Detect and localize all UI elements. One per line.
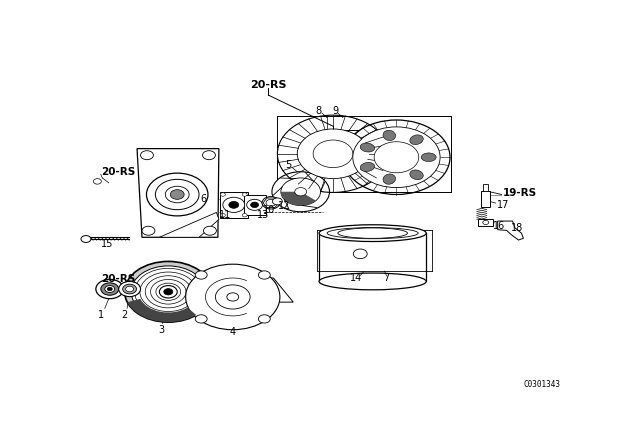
Circle shape (220, 193, 225, 196)
Circle shape (105, 285, 115, 293)
Circle shape (118, 281, 141, 297)
Text: 10: 10 (263, 205, 276, 215)
Text: 15: 15 (101, 239, 113, 249)
Text: 6: 6 (200, 194, 206, 204)
Circle shape (273, 198, 282, 205)
Ellipse shape (410, 170, 423, 180)
Polygon shape (263, 198, 279, 207)
Text: 12: 12 (278, 201, 291, 211)
Text: 5: 5 (285, 160, 291, 170)
Circle shape (165, 186, 189, 203)
Circle shape (142, 226, 155, 235)
Ellipse shape (421, 153, 436, 162)
Circle shape (216, 285, 250, 309)
Circle shape (101, 283, 118, 295)
Bar (478, 219, 493, 226)
Circle shape (186, 264, 280, 330)
Polygon shape (229, 278, 293, 302)
Circle shape (125, 262, 212, 322)
Circle shape (227, 293, 239, 301)
Ellipse shape (319, 225, 426, 241)
Ellipse shape (383, 174, 396, 184)
Text: 11: 11 (220, 210, 232, 220)
Circle shape (242, 214, 247, 217)
Text: 20-RS: 20-RS (101, 167, 135, 177)
Text: 18: 18 (511, 223, 523, 233)
Polygon shape (159, 212, 219, 237)
Circle shape (353, 127, 440, 188)
Circle shape (343, 120, 450, 194)
Circle shape (228, 202, 239, 208)
Text: 7: 7 (383, 273, 390, 283)
Circle shape (242, 193, 247, 196)
Ellipse shape (410, 135, 423, 145)
Wedge shape (127, 299, 196, 322)
Circle shape (297, 129, 369, 179)
Circle shape (259, 271, 270, 279)
Text: C0301343: C0301343 (524, 380, 561, 389)
Circle shape (131, 266, 205, 318)
Circle shape (204, 226, 216, 235)
Circle shape (123, 284, 136, 294)
Circle shape (159, 285, 177, 298)
Circle shape (266, 199, 276, 206)
Circle shape (374, 142, 419, 173)
Circle shape (272, 172, 330, 212)
Wedge shape (281, 192, 316, 206)
Text: 20-RS: 20-RS (101, 274, 135, 284)
Circle shape (147, 173, 208, 216)
Text: 20-RS: 20-RS (250, 80, 287, 90)
Bar (483, 185, 488, 191)
Circle shape (108, 287, 112, 291)
Circle shape (246, 199, 262, 211)
Text: 9: 9 (332, 106, 338, 116)
Ellipse shape (360, 143, 374, 152)
Circle shape (353, 249, 367, 258)
Circle shape (202, 151, 216, 159)
Bar (481, 191, 490, 207)
Circle shape (141, 151, 154, 159)
Polygon shape (137, 149, 219, 237)
Ellipse shape (360, 163, 374, 172)
Circle shape (164, 289, 173, 295)
Text: 13: 13 (257, 210, 269, 220)
Text: 4: 4 (230, 327, 236, 337)
Text: 8: 8 (315, 106, 321, 116)
Circle shape (93, 179, 101, 184)
Ellipse shape (383, 130, 396, 141)
Circle shape (125, 286, 134, 292)
Circle shape (313, 140, 353, 168)
Text: 2: 2 (122, 310, 128, 320)
Text: 1: 1 (99, 310, 104, 320)
Bar (220, 192, 248, 218)
Text: 3: 3 (159, 325, 165, 335)
Circle shape (295, 188, 307, 196)
Circle shape (81, 236, 91, 242)
Ellipse shape (338, 228, 408, 238)
Circle shape (483, 220, 489, 224)
Circle shape (262, 197, 280, 209)
Text: 17: 17 (497, 199, 509, 210)
Circle shape (251, 202, 259, 207)
Text: 19-RS: 19-RS (502, 189, 537, 198)
Ellipse shape (327, 228, 418, 239)
Text: 16: 16 (493, 220, 505, 231)
Circle shape (170, 190, 184, 199)
Bar (244, 194, 266, 215)
Circle shape (195, 315, 207, 323)
Circle shape (259, 315, 270, 323)
Polygon shape (498, 221, 524, 240)
Circle shape (220, 214, 225, 217)
Ellipse shape (319, 273, 426, 290)
Circle shape (156, 179, 199, 210)
Circle shape (223, 197, 244, 212)
Circle shape (195, 271, 207, 279)
Circle shape (96, 280, 124, 299)
Circle shape (281, 178, 321, 206)
Text: 14: 14 (349, 273, 362, 283)
